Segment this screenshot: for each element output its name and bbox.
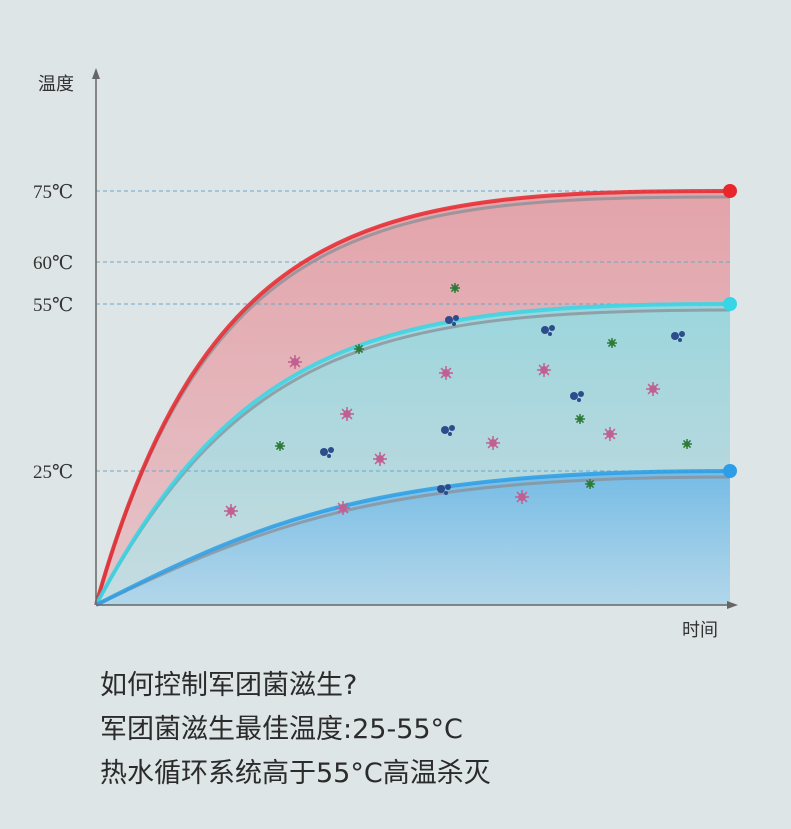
y-tick-label-55: 55℃ — [33, 295, 73, 316]
bacteria-icon — [437, 484, 451, 495]
bacteria-icon — [682, 439, 692, 449]
bacteria-icon — [336, 501, 350, 515]
bacteria-icon — [575, 414, 585, 424]
caption-line-3: 热水循环系统高于55°C高温杀灭 — [100, 758, 491, 789]
bacteria-icon — [541, 325, 555, 336]
bacteria-icon — [486, 436, 500, 450]
bacteria-icon — [537, 363, 551, 377]
bacteria-icon — [607, 338, 617, 348]
bacteria-icon — [320, 447, 334, 458]
y-tick-label-25: 25℃ — [33, 462, 73, 483]
y-axis-arrow — [92, 68, 100, 79]
bacteria-icon — [585, 479, 595, 489]
bacteria-icon — [373, 452, 387, 466]
series-line-55 — [94, 302, 731, 606]
y-axis-title: 温度 — [38, 74, 74, 95]
x-axis-title: 时间 — [682, 620, 718, 641]
bacteria-icon — [515, 490, 529, 504]
y-tick-label-60: 60℃ — [33, 253, 73, 274]
bacteria-icon — [441, 425, 455, 436]
bacteria-icon — [354, 344, 364, 354]
temperature-chart: 温度 时间 75℃ 60℃ 55℃ 25℃ — [33, 68, 738, 641]
y-tick-label-75: 75℃ — [33, 182, 73, 203]
bacteria-icon — [570, 391, 584, 402]
bacteria-icon — [445, 315, 459, 326]
series-line-75 — [94, 189, 731, 606]
bacteria-icon — [224, 504, 238, 518]
series-area-25 — [96, 471, 730, 605]
bacteria-icon — [288, 355, 302, 369]
bacteria-icon — [603, 427, 617, 441]
bacteria-icon — [275, 441, 285, 451]
series-end-dot-55 — [723, 297, 737, 311]
bacteria-decoration — [224, 283, 692, 518]
bacteria-icon — [671, 331, 685, 342]
bacteria-icon — [646, 382, 660, 396]
x-axis-arrow — [727, 601, 738, 609]
series-end-dot-75 — [723, 184, 737, 198]
bacteria-icon — [450, 283, 460, 293]
caption-line-1: 如何控制军团菌滋生? — [100, 670, 358, 701]
caption-line-2: 军团菌滋生最佳温度:25-55°C — [100, 714, 463, 745]
bacteria-icon — [439, 366, 453, 380]
axes — [92, 68, 738, 609]
series-end-dot-25 — [723, 464, 737, 478]
caption: 如何控制军团菌滋生? 军团菌滋生最佳温度:25-55°C 热水循环系统高于55°… — [100, 664, 491, 796]
bacteria-icon — [340, 407, 354, 421]
